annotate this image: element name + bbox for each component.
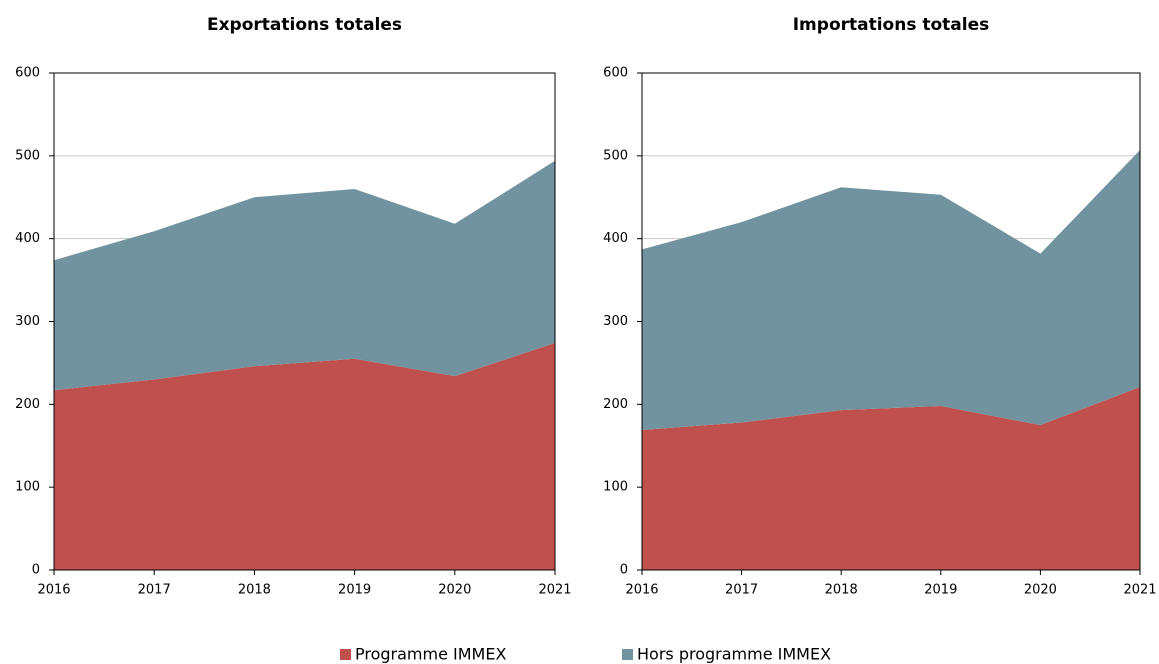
x-tick-label: 2017 xyxy=(138,583,171,598)
y-tick-label: 300 xyxy=(603,314,628,329)
x-tick-label: 2018 xyxy=(825,583,858,598)
y-tick-label: 100 xyxy=(603,480,628,495)
x-tick-label: 2019 xyxy=(924,583,957,598)
y-tick-label: 300 xyxy=(15,314,40,329)
legend-swatch xyxy=(340,649,351,660)
y-tick-label: 500 xyxy=(603,148,628,163)
y-tick-label: 0 xyxy=(32,563,40,578)
y-tick-label: 200 xyxy=(603,397,628,412)
plot-frame xyxy=(641,72,1141,571)
y-tick-label: 400 xyxy=(15,231,40,246)
y-tick-label: 500 xyxy=(15,148,40,163)
chart-title: Exportations totales xyxy=(207,15,402,35)
y-tick-label: 400 xyxy=(603,231,628,246)
area xyxy=(54,160,555,391)
x-tick-label: 2019 xyxy=(338,583,371,598)
y-tick-label: 200 xyxy=(15,397,40,412)
legend-label: Programme IMMEX xyxy=(355,645,506,664)
x-tick-label: 2020 xyxy=(1024,583,1057,598)
x-tick-label: 2021 xyxy=(538,583,571,598)
y-tick-label: 0 xyxy=(620,563,628,578)
legend-swatch xyxy=(622,649,633,660)
chart-title: Importations totales xyxy=(793,15,990,35)
legend-label: Hors programme IMMEX xyxy=(637,645,831,664)
x-tick-label: 2016 xyxy=(37,583,70,598)
x-tick-label: 2020 xyxy=(438,583,471,598)
area xyxy=(642,150,1140,431)
area xyxy=(54,343,555,570)
x-tick-label: 2021 xyxy=(1123,583,1156,598)
y-tick-label: 600 xyxy=(15,66,40,81)
area xyxy=(642,386,1140,570)
y-tick-label: 100 xyxy=(15,480,40,495)
x-tick-label: 2017 xyxy=(725,583,758,598)
x-tick-label: 2018 xyxy=(238,583,271,598)
x-tick-label: 2016 xyxy=(625,583,658,598)
y-tick-label: 600 xyxy=(603,66,628,81)
plot-frame xyxy=(53,72,556,571)
